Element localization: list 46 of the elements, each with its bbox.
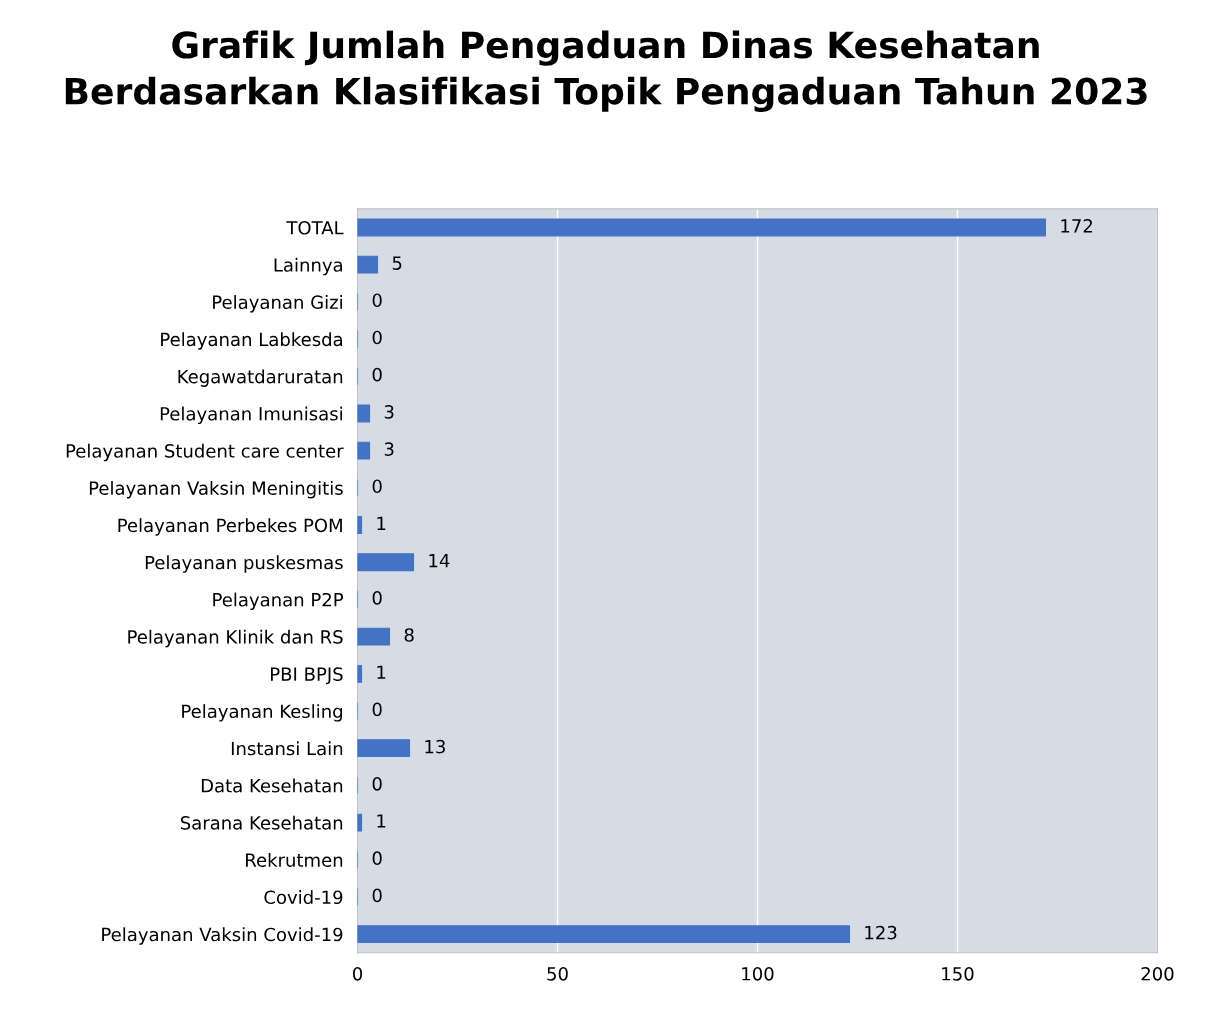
y-tick-label: Rekrutmen (246, 852, 343, 867)
data-label: 123 (865, 925, 897, 940)
x-tick-label: 200 (1141, 966, 1174, 981)
y-tick-label: Data Kesehatan (201, 778, 343, 793)
y-tick-label: Pelayanan Imunisasi (160, 406, 342, 425)
data-label: 3 (384, 442, 394, 456)
data-label: 0 (372, 591, 382, 605)
y-tick-label: Pelayanan Vaksin Meningitis (89, 480, 343, 499)
y-tick-label: Lainnya (274, 257, 343, 276)
data-label: 1 (377, 516, 386, 531)
y-tick-label: Pelayanan Gizi (213, 295, 342, 313)
y-tick-label: Pelayanan Klinik dan RS (128, 629, 343, 648)
data-label: 0 (372, 330, 382, 345)
x-tick-label: 150 (942, 966, 974, 981)
data-label: 0 (372, 888, 382, 903)
data-label: 0 (372, 479, 382, 494)
data-label: 1 (377, 665, 386, 679)
y-tick-label: Pelayanan puskesmas (145, 555, 343, 573)
data-label: 14 (429, 554, 450, 568)
data-label: 0 (372, 367, 382, 382)
y-tick-label: Covid-19 (264, 890, 343, 905)
data-label: 0 (372, 702, 382, 717)
data-label: 0 (372, 851, 382, 866)
y-tick-label: Pelayanan P2P (213, 592, 344, 611)
data-label: 13 (425, 739, 445, 754)
y-tick-label: Kegawatdaruratan (178, 369, 343, 387)
y-tick-label: Instansi Lain (231, 741, 343, 756)
x-tick-label: 100 (742, 966, 774, 981)
y-tick-label: Pelayanan Perbekes POM (118, 518, 342, 536)
y-tick-label: Pelayanan Vaksin Covid-19 (102, 927, 343, 945)
data-label: 0 (372, 293, 382, 308)
y-tick-label: Pelayanan Kesling (182, 704, 343, 722)
y-tick-label: PBI BPJS (271, 667, 343, 685)
data-label: 3 (384, 405, 394, 419)
y-tick-label: TOTAL (286, 220, 344, 235)
x-tick-label: 50 (547, 966, 568, 981)
data-label: 8 (404, 628, 414, 642)
y-tick-label: Sarana Kesehatan (180, 815, 343, 830)
data-label: 0 (372, 776, 382, 791)
chart-title: Grafik Jumlah Pengaduan Dinas Kesehatan Berdasarkan Klasifikasi Topik Pengaduan Tahun 2023 (65, 30, 1147, 113)
data-label: 1 (377, 814, 386, 828)
x-tick-label: 0 (352, 966, 363, 981)
data-label: 172 (1061, 219, 1093, 233)
y-tick-label: Pelayanan Student care center (66, 443, 344, 462)
y-tick-label: Pelayanan Labkesda (161, 332, 343, 350)
data-label: 5 (392, 256, 402, 270)
